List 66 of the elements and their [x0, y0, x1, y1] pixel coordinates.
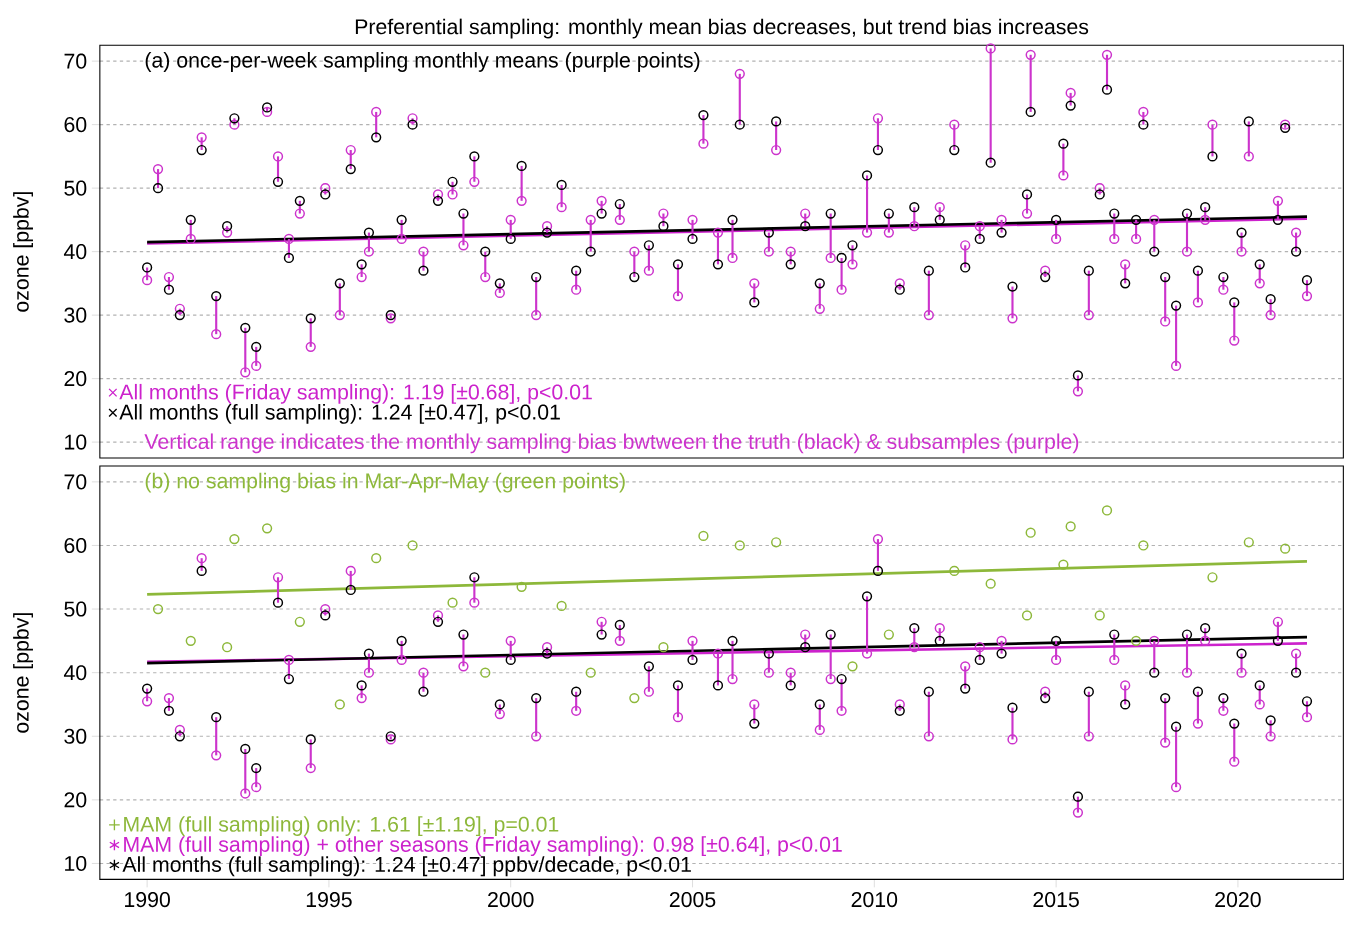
point [658, 641, 669, 653]
y-tick-label: 60 [64, 537, 87, 553]
point [1243, 537, 1254, 548]
chart-subtitle: (b) no sampling bias in Mar-Apr-May (green points) [145, 472, 625, 493]
y-tick-label: 30 [64, 307, 87, 323]
point [1065, 521, 1076, 532]
y-tick-label: 70 [64, 53, 87, 69]
point [334, 699, 345, 710]
y-tick-label: 70 [64, 474, 87, 490]
y-tick-label: 40 [63, 243, 87, 260]
point [1138, 540, 1149, 551]
annotation: Vertical range indicates the monthly sampling bias bwtween the truth (black) & subsamples (purple) [144, 433, 1079, 454]
y-tick-label: 10 [65, 434, 87, 450]
point [261, 523, 273, 534]
legend-label: All months (Friday sampling): 1.19 [±0.68], p<0.01 [119, 383, 592, 404]
point [480, 667, 491, 678]
point [1280, 543, 1291, 554]
point [185, 635, 196, 646]
point [229, 533, 240, 545]
point [1058, 559, 1069, 570]
y-tick-label: 10 [65, 855, 87, 871]
x-tick-label: 1995 [306, 891, 352, 907]
point [847, 661, 858, 672]
point [371, 552, 382, 564]
y-tick-label: 50 [64, 601, 87, 617]
point [294, 616, 305, 627]
point [698, 530, 709, 541]
point [1130, 635, 1142, 646]
x-tick-label: 2010 [851, 891, 898, 907]
y-axis-title: ozone [ppbv] [13, 613, 33, 733]
x-tick-label: 2005 [669, 891, 716, 907]
point [1101, 505, 1113, 516]
point [1025, 527, 1036, 538]
legend-label: All months (full sampling): 1.24 [±0.47] ppbv/decade, p<0.01 [122, 856, 691, 877]
y-tick-label: 60 [64, 116, 87, 133]
point [629, 692, 640, 704]
y-tick-label: 30 [64, 728, 87, 744]
point [152, 603, 164, 615]
point [985, 578, 996, 589]
y-tick-label: 50 [64, 180, 87, 196]
point [221, 641, 233, 653]
point [949, 565, 960, 576]
point [734, 540, 745, 551]
chart-subtitle: (a) once-per-week sampling monthly means (purple points) [145, 51, 700, 72]
point [1207, 572, 1218, 583]
point [407, 540, 418, 551]
x-tick-label: 2015 [1033, 891, 1079, 907]
x-tick-label: 1990 [125, 891, 170, 907]
x-tick-label: 2020 [1215, 891, 1261, 907]
point [516, 581, 527, 592]
y-tick-label: 20 [64, 370, 87, 387]
point [771, 537, 782, 548]
y-axis-title: ozone [ppbv] [13, 192, 33, 312]
point [556, 600, 567, 611]
y-tick-label: 40 [63, 664, 87, 681]
chart-title: Preferential sampling: monthly mean bias decreases, but trend bias increases [355, 18, 1089, 39]
point [883, 629, 894, 640]
legend-label: MAM (full sampling) only: 1.61 [±1.19], p=0.01 [124, 816, 559, 836]
point [1021, 610, 1033, 621]
point [585, 667, 596, 678]
x-tick-label: 2000 [488, 891, 534, 907]
legend-label: MAM (full sampling) + other seasons (Friday sampling): 0.98 [±0.64], p<0.01 [124, 836, 842, 856]
y-tick-label: 20 [64, 792, 87, 808]
point [1094, 610, 1105, 621]
point [447, 597, 458, 608]
legend-label: All months (full sampling): 1.24 [±0.47], p<0.01 [119, 403, 560, 424]
